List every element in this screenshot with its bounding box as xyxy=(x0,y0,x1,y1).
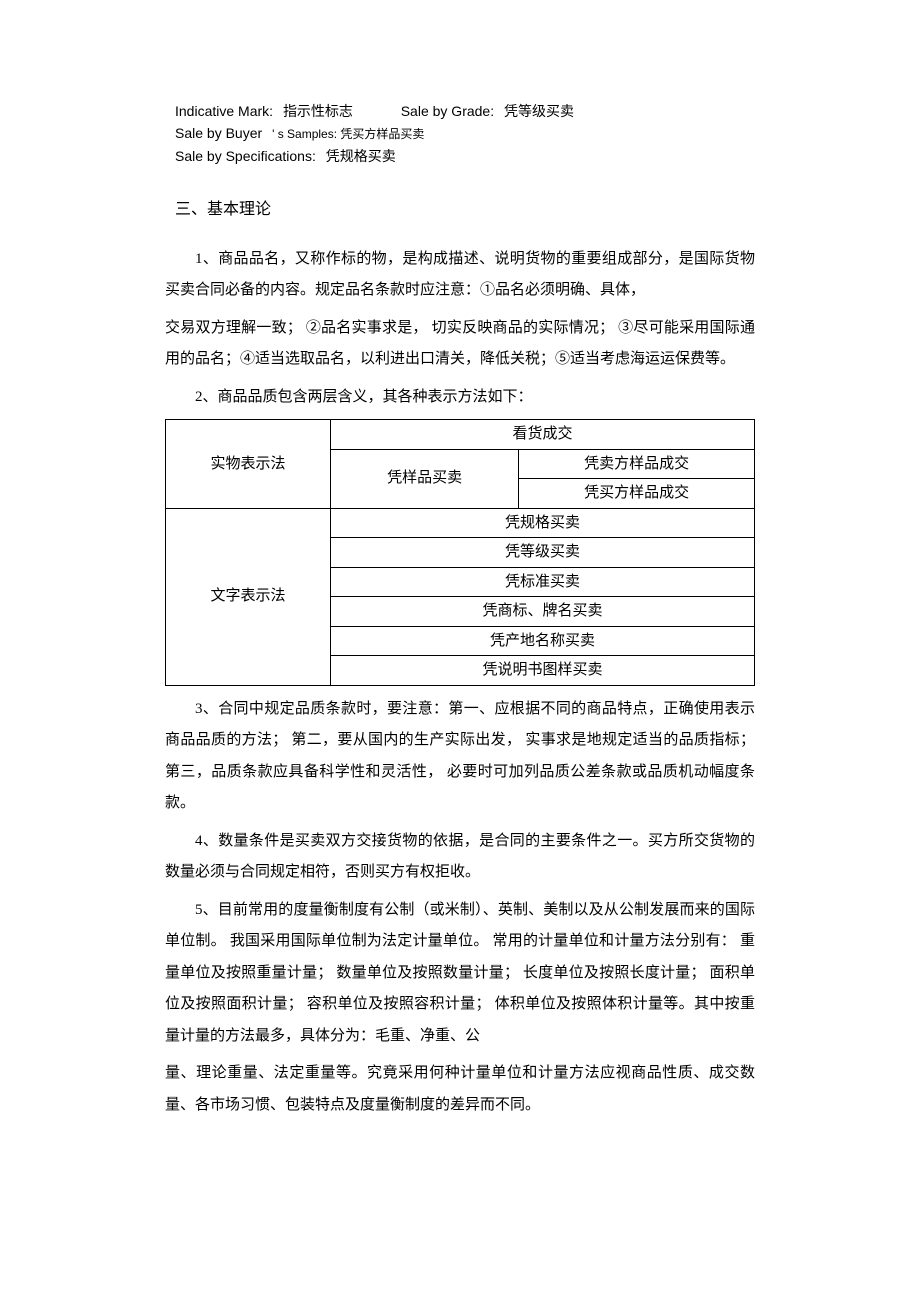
cell-buyer-sample: 凭买方样品成交 xyxy=(519,479,755,509)
term-en-sale-by-buyer: Sale by Buyer xyxy=(175,125,262,141)
cell-method-text: 文字表示法 xyxy=(166,508,331,685)
paragraph-1b: 交易双方理解一致； ②品名实事求是， 切实反映商品的实际情况； ③尽可能采用国际… xyxy=(165,313,755,376)
term-line-2: Sale by Buyer ' s Samples: 凭买方样品买卖 xyxy=(175,122,755,144)
term-zh-sale-by-buyer: ' s Samples: 凭买方样品买卖 xyxy=(272,127,424,141)
cell-by-sample: 凭样品买卖 xyxy=(330,449,518,508)
cell-inspect-deal: 看货成交 xyxy=(330,420,754,450)
term-zh-sale-by-spec: 凭规格买卖 xyxy=(326,148,396,164)
term-zh-indicative-mark: 指示性标志 xyxy=(283,103,353,119)
term-line-1: Indicative Mark: 指示性标志 Sale by Grade: 凭等… xyxy=(175,100,755,122)
cell-by-origin: 凭产地名称买卖 xyxy=(330,626,754,656)
paragraph-5a: 5、目前常用的度量衡制度有公制（或米制）、英制、美制以及从公制发展而来的国际单位… xyxy=(165,895,755,1053)
cell-seller-sample: 凭卖方样品成交 xyxy=(519,449,755,479)
term-en-indicative-mark: Indicative Mark: xyxy=(175,103,273,119)
cell-by-spec: 凭规格买卖 xyxy=(330,508,754,538)
paragraph-5b: 量、理论重量、法定重量等。究竟采用何种计量单位和计量方法应视商品性质、成交数量、… xyxy=(165,1058,755,1121)
quality-table: 实物表示法 看货成交 凭样品买卖 凭卖方样品成交 凭买方样品成交 文字表示法 凭… xyxy=(165,419,755,686)
table-row: 文字表示法 凭规格买卖 xyxy=(166,508,755,538)
document-page: Indicative Mark: 指示性标志 Sale by Grade: 凭等… xyxy=(0,0,920,1303)
cell-by-brand: 凭商标、牌名买卖 xyxy=(330,597,754,627)
term-zh-sale-by-grade: 凭等级买卖 xyxy=(504,103,574,119)
paragraph-3: 3、合同中规定品质条款时，要注意：第一、应根据不同的商品特点，正确使用表示商品品… xyxy=(165,694,755,820)
cell-by-grade: 凭等级买卖 xyxy=(330,538,754,568)
terms-block: Indicative Mark: 指示性标志 Sale by Grade: 凭等… xyxy=(165,100,755,167)
term-en-sale-by-grade: Sale by Grade: xyxy=(401,103,494,119)
table-row: 实物表示法 看货成交 xyxy=(166,420,755,450)
cell-by-standard: 凭标准买卖 xyxy=(330,567,754,597)
paragraph-2-intro: 2、商品品质包含两层含义，其各种表示方法如下： xyxy=(165,382,755,414)
paragraph-4: 4、数量条件是买卖双方交接货物的依据，是合同的主要条件之一。买方所交货物的数量必… xyxy=(165,826,755,889)
term-line-3: Sale by Specifications: 凭规格买卖 xyxy=(175,145,755,167)
section-title: 三、基本理论 xyxy=(175,195,755,225)
cell-by-manual: 凭说明书图样买卖 xyxy=(330,656,754,686)
paragraph-1a: 1、商品品名，又称作标的物，是构成描述、说明货物的重要组成部分，是国际货物买卖合… xyxy=(165,244,755,307)
term-en-sale-by-spec: Sale by Specifications: xyxy=(175,148,316,164)
cell-method-physical: 实物表示法 xyxy=(166,420,331,509)
